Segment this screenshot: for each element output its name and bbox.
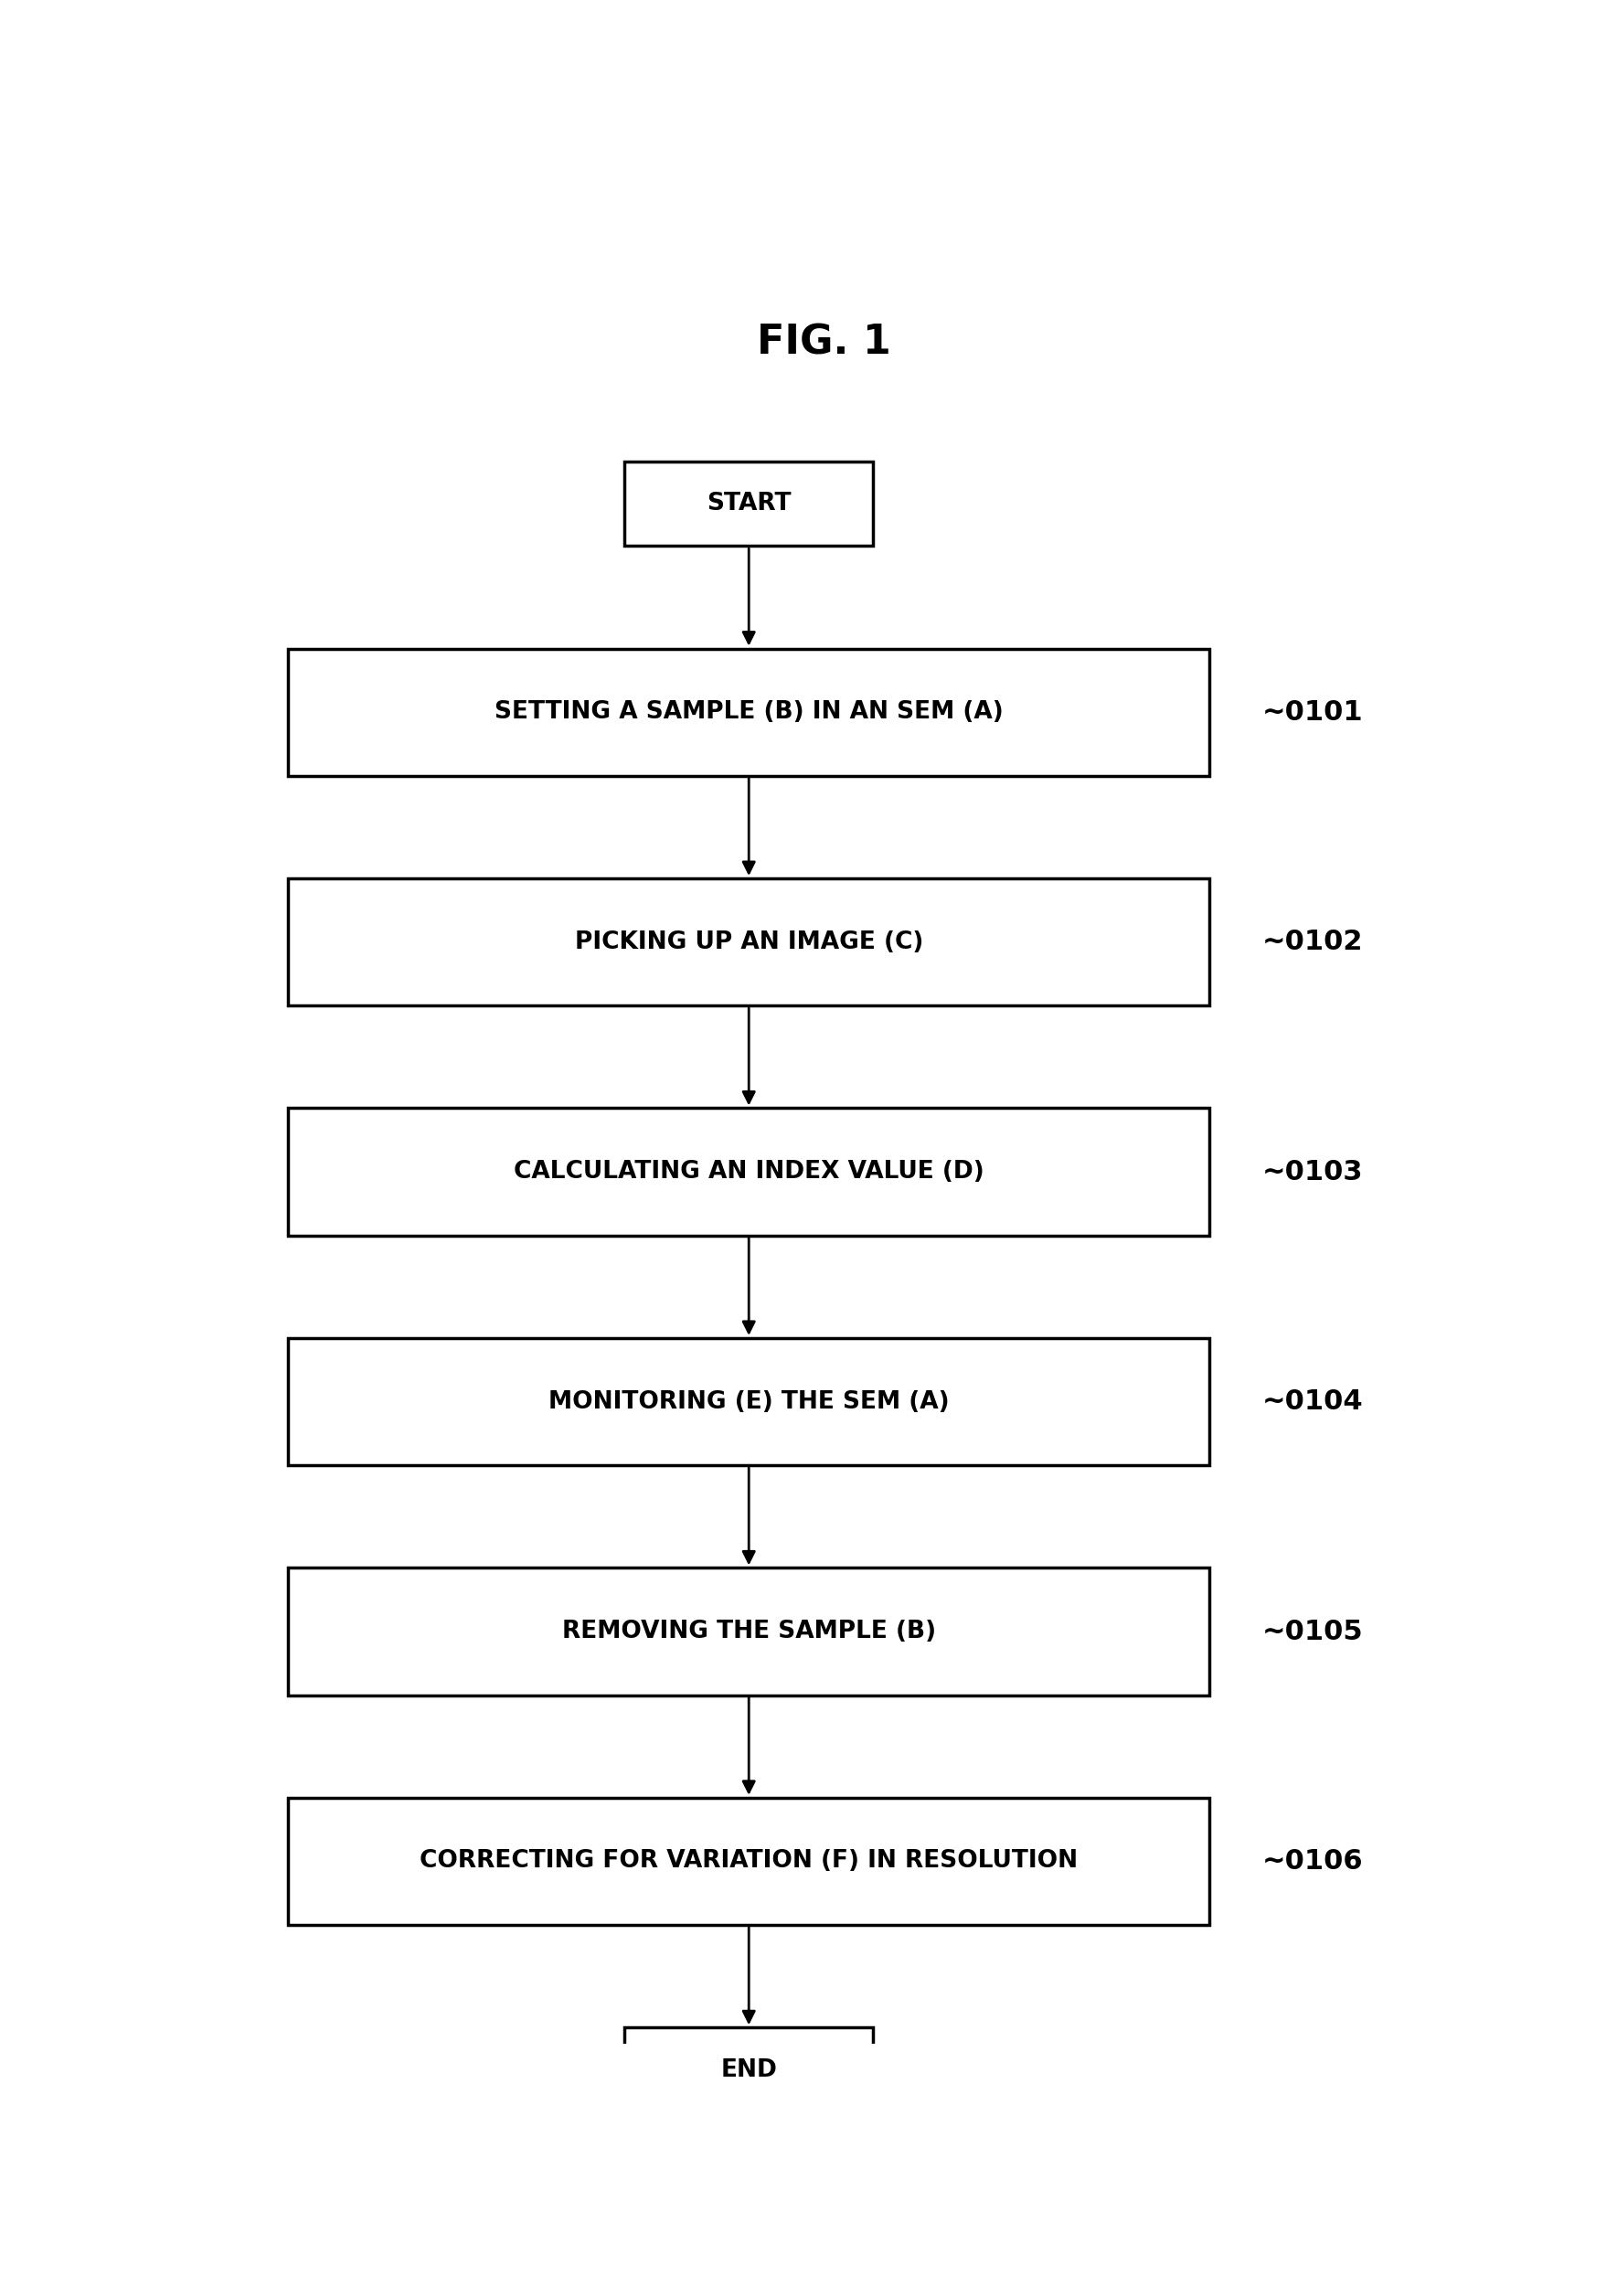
Bar <box>287 879 1209 1006</box>
Text: ~0103: ~0103 <box>1261 1159 1362 1185</box>
Text: ~0101: ~0101 <box>1261 698 1362 726</box>
Bar <box>287 1568 1209 1694</box>
Text: START: START <box>707 491 790 517</box>
Text: CORRECTING FOR VARIATION (F) IN RESOLUTION: CORRECTING FOR VARIATION (F) IN RESOLUTI… <box>419 1851 1078 1874</box>
Bar <box>623 2027 874 2112</box>
Text: PICKING UP AN IMAGE (C): PICKING UP AN IMAGE (C) <box>575 930 922 953</box>
Bar <box>287 647 1209 776</box>
Text: SETTING A SAMPLE (B) IN AN SEM (A): SETTING A SAMPLE (B) IN AN SEM (A) <box>495 700 1002 723</box>
Text: ~0102: ~0102 <box>1261 930 1362 955</box>
Bar <box>287 1109 1209 1235</box>
Text: ~0106: ~0106 <box>1261 1848 1362 1874</box>
Bar <box>287 1339 1209 1465</box>
Text: CALCULATING AN INDEX VALUE (D): CALCULATING AN INDEX VALUE (D) <box>514 1159 983 1185</box>
Text: END: END <box>719 2057 777 2082</box>
Text: MONITORING (E) THE SEM (A): MONITORING (E) THE SEM (A) <box>548 1389 949 1414</box>
Text: ~0104: ~0104 <box>1261 1389 1362 1414</box>
Text: ~0105: ~0105 <box>1261 1619 1362 1644</box>
Bar <box>287 1798 1209 1924</box>
Text: FIG. 1: FIG. 1 <box>756 324 890 363</box>
Bar <box>623 461 874 546</box>
Text: REMOVING THE SAMPLE (B): REMOVING THE SAMPLE (B) <box>562 1619 935 1644</box>
